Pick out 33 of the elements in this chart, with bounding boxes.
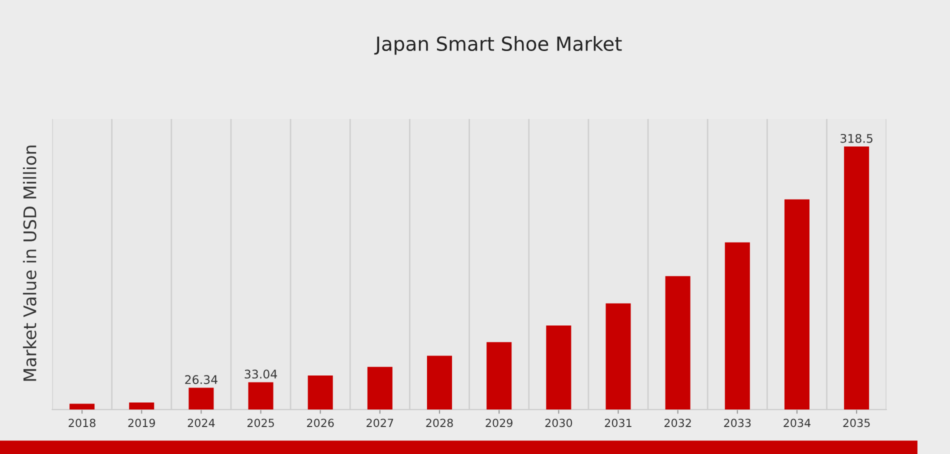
x-tick-label: 2026 xyxy=(307,418,334,428)
bar xyxy=(546,325,572,410)
x-tick-label: 2032 xyxy=(664,418,691,428)
x-tick-label: 2033 xyxy=(724,418,751,428)
bar xyxy=(188,388,214,410)
bar xyxy=(70,404,95,410)
x-tick-label: 2027 xyxy=(366,418,394,428)
bar xyxy=(308,375,333,410)
bar xyxy=(784,199,810,410)
bar xyxy=(129,402,154,410)
data-label: 318.5 xyxy=(840,134,872,143)
x-tick-label: 2018 xyxy=(68,418,96,428)
bar xyxy=(367,366,392,410)
bar xyxy=(486,342,512,410)
bar xyxy=(844,146,870,410)
x-tick-label: 2035 xyxy=(843,418,870,428)
x-tick-label: 2025 xyxy=(247,418,274,428)
bar xyxy=(427,356,452,410)
x-tick-label: 2024 xyxy=(188,418,215,428)
y-axis-title: Market Value in USD Million xyxy=(22,146,36,381)
bar xyxy=(724,242,750,410)
chart-title: Japan Smart Shoe Market xyxy=(374,36,622,55)
x-tick-label: 2031 xyxy=(604,418,632,428)
bar xyxy=(665,276,690,410)
x-tick-label: 2019 xyxy=(128,418,155,428)
data-label: 26.34 xyxy=(185,375,218,384)
x-tick-label: 2029 xyxy=(486,418,512,428)
bar xyxy=(606,303,631,410)
x-tick-label: 2028 xyxy=(426,418,453,428)
bar xyxy=(248,382,274,410)
x-tick-label: 2034 xyxy=(784,418,810,428)
x-tick-label: 2030 xyxy=(545,418,572,428)
data-label: 33.04 xyxy=(244,370,278,379)
